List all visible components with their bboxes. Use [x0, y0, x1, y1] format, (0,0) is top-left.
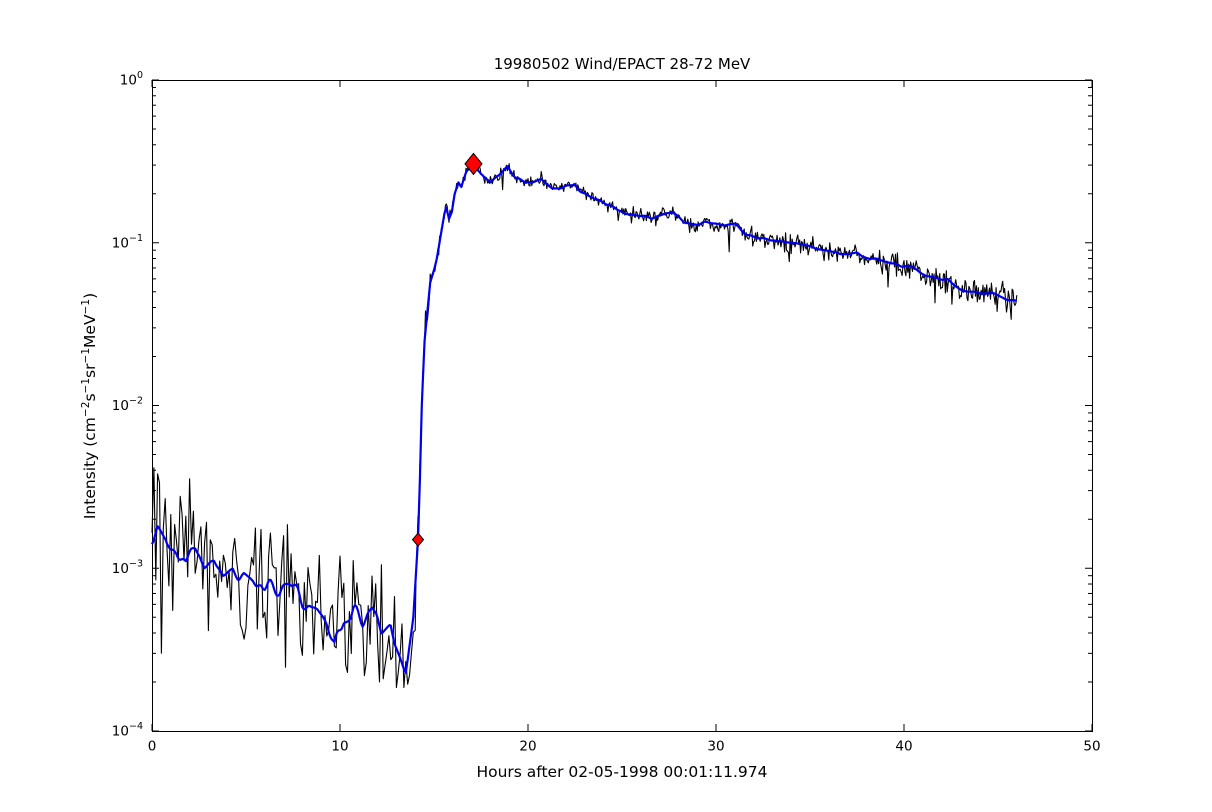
- x-tick-label: 40: [895, 739, 912, 755]
- y-tick-label: 10−4: [112, 721, 143, 740]
- x-axis-label: Hours after 02-05-1998 00:01:11.974: [476, 763, 768, 781]
- peak-marker: [464, 152, 483, 176]
- y-tick-label: 10−1: [112, 233, 143, 252]
- onset-marker: [411, 532, 425, 547]
- x-tick-label: 0: [148, 739, 157, 755]
- y-axis-label: Intensity (cm−2s−1sr−1MeV−1): [79, 292, 100, 520]
- axes-frame: [152, 80, 1093, 732]
- x-tick-label: 10: [331, 739, 348, 755]
- x-tick-label: 20: [519, 739, 536, 755]
- smoothed-series: [150, 164, 1018, 674]
- x-tick-label: 50: [1083, 739, 1100, 755]
- x-tick-label: 30: [707, 739, 724, 755]
- y-tick-label: 10−3: [112, 558, 143, 577]
- y-tick-label: 10−2: [112, 396, 143, 415]
- y-tick-label: 100: [120, 70, 143, 89]
- raw-series: [151, 160, 1018, 689]
- chart-title: 19980502 Wind/EPACT 28-72 MeV: [493, 55, 751, 73]
